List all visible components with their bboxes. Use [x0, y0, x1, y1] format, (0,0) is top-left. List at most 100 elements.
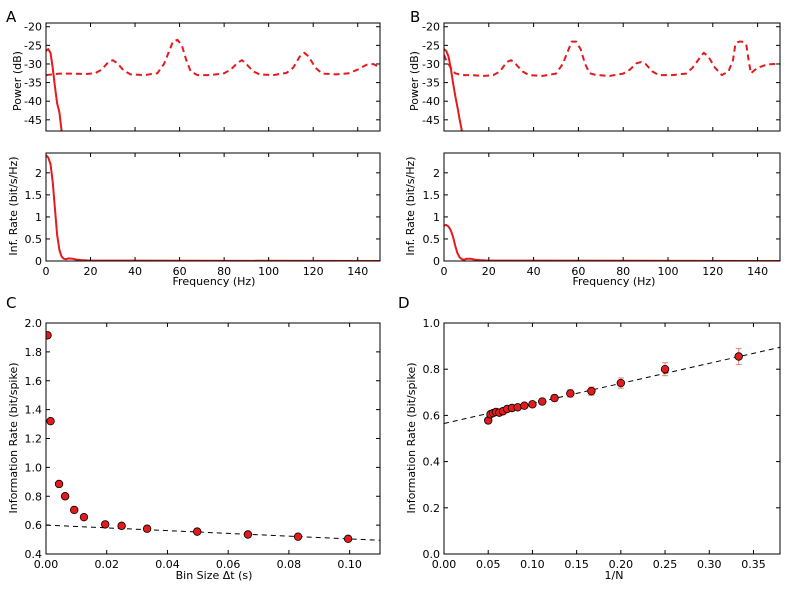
- data-point: [142, 524, 152, 533]
- x-tick-label: 40: [128, 265, 142, 278]
- y-tick-label: -30: [422, 58, 440, 71]
- axes-frame: [45, 322, 381, 555]
- y-tick-label: 2.0: [25, 317, 43, 330]
- x-tick-label: 0.20: [609, 558, 634, 571]
- y-tick-label: 0.5: [25, 233, 43, 246]
- x-tick-label: 20: [482, 265, 496, 278]
- axes-frame: [45, 22, 381, 132]
- ylabel-b-power: Power (dB): [408, 51, 421, 111]
- x-tick-label: 80: [616, 265, 630, 278]
- data-point: [587, 386, 596, 396]
- panel-b-info: Inf. Rate (bit/s/Hz) Frequency (Hz) 0 0.5…: [404, 152, 781, 288]
- y-tick-label: 1: [35, 211, 42, 224]
- x-tick-label: 140: [747, 265, 768, 278]
- plot-data: [46, 38, 380, 131]
- x-tick-label: 0.25: [653, 558, 678, 571]
- x-tick-label: 60: [571, 265, 585, 278]
- x-tick-label: 40: [527, 265, 541, 278]
- data-point: [193, 527, 202, 536]
- data-point: [117, 521, 126, 531]
- series-line-solid: [444, 48, 463, 131]
- y-tick-label: 1: [433, 211, 440, 224]
- y-tick-label: -45: [422, 114, 440, 127]
- panel-c: C Information Rate (bit/spike) Bin Size …: [6, 294, 381, 582]
- panel-letter-a: A: [6, 8, 17, 26]
- data-point: [660, 365, 670, 374]
- xlabel-b-info: Frequency (Hz): [573, 275, 656, 288]
- data-point: [520, 401, 529, 410]
- y-tick-label: 0.6: [25, 519, 43, 532]
- x-tick-label: 100: [258, 265, 279, 278]
- series-line-dashed: [444, 40, 780, 77]
- ylabel-a-info: Inf. Rate (bit/s/Hz): [7, 156, 20, 255]
- x-tick-label: 0.30: [697, 558, 722, 571]
- data-point: [293, 532, 303, 541]
- plot-data: [46, 331, 380, 544]
- y-tick-label: -40: [24, 95, 42, 108]
- y-tick-label: -20: [24, 21, 42, 34]
- series-line-solid: [444, 223, 780, 261]
- ylabel-b-info: Inf. Rate (bit/s/Hz): [404, 156, 417, 255]
- x-tick-label: 0.35: [741, 558, 766, 571]
- data-point: [528, 400, 537, 409]
- data-point: [343, 534, 353, 544]
- ylabel-d: Information Rate (bit/spike): [405, 362, 418, 513]
- y-tick-label: 0.8: [423, 363, 441, 376]
- y-tick-label: 1.0: [25, 461, 43, 474]
- x-tick-label: 20: [84, 265, 98, 278]
- axes-frame: [443, 22, 781, 132]
- data-point: [550, 393, 559, 403]
- panel-letter-c: C: [6, 294, 16, 312]
- y-tick-label: 1.5: [423, 189, 441, 202]
- y-tick-label: 0.0: [423, 548, 441, 561]
- x-tick-label: 0: [441, 265, 448, 278]
- x-tick-label: 0.08: [277, 558, 302, 571]
- y-tick-label: 0.2: [423, 502, 441, 515]
- panel-a-info: Inf. Rate (bit/s/Hz) Frequency (Hz) 0 0.5…: [7, 152, 381, 288]
- x-tick-label: 0.06: [216, 558, 241, 571]
- y-tick-label: 0: [433, 255, 440, 268]
- data-point: [538, 397, 547, 406]
- plot-data: [444, 346, 780, 425]
- x-tick-label: 60: [173, 265, 187, 278]
- y-tick-label: 1.8: [25, 346, 43, 359]
- y-tick-label: 2: [35, 167, 42, 180]
- panel-a-power: A Power (dB) -45 -40 -35 -30 -25 -20: [6, 8, 381, 132]
- y-tick-label: -40: [422, 95, 440, 108]
- x-tick-label: 0.15: [564, 558, 589, 571]
- x-tick-label: 100: [658, 265, 679, 278]
- x-tick-label: 0.00: [34, 558, 59, 571]
- plot-data: [444, 223, 780, 261]
- series-line-dashed: [46, 38, 380, 77]
- x-tick-label: 0.04: [155, 558, 180, 571]
- y-tick-label: 0.8: [25, 490, 43, 503]
- y-tick-label: -45: [24, 114, 42, 127]
- y-tick-label: -25: [422, 39, 440, 52]
- data-point: [566, 389, 575, 398]
- data-point: [46, 416, 55, 426]
- ylabel-c: Information Rate (bit/spike): [7, 362, 20, 513]
- y-tick-label: 0: [35, 255, 42, 268]
- y-tick-label: 1.5: [25, 189, 43, 202]
- data-point: [60, 492, 70, 501]
- xlabel-a-info: Frequency (Hz): [173, 275, 256, 288]
- data-point: [79, 512, 89, 522]
- x-tick-label: 120: [303, 265, 324, 278]
- axes-frame: [45, 152, 381, 262]
- x-tick-label: 0.02: [94, 558, 119, 571]
- x-tick-label: 0.10: [520, 558, 545, 571]
- y-tick-label: -35: [422, 77, 440, 90]
- x-tick-label: 0.10: [337, 558, 362, 571]
- y-tick-label: -35: [24, 77, 42, 90]
- xlabel-c: Bin Size Δt (s): [176, 569, 253, 582]
- y-tick-label: 1.6: [25, 375, 43, 388]
- axes-frame: [443, 322, 781, 555]
- y-tick-label: 0.4: [25, 548, 43, 561]
- ylabel-a-power: Power (dB): [11, 51, 24, 111]
- series-line-solid: [46, 154, 380, 261]
- y-tick-label: 2: [433, 167, 440, 180]
- y-tick-label: 0.6: [423, 409, 441, 422]
- y-tick-label: 0.5: [423, 233, 441, 246]
- x-tick-label: 120: [702, 265, 723, 278]
